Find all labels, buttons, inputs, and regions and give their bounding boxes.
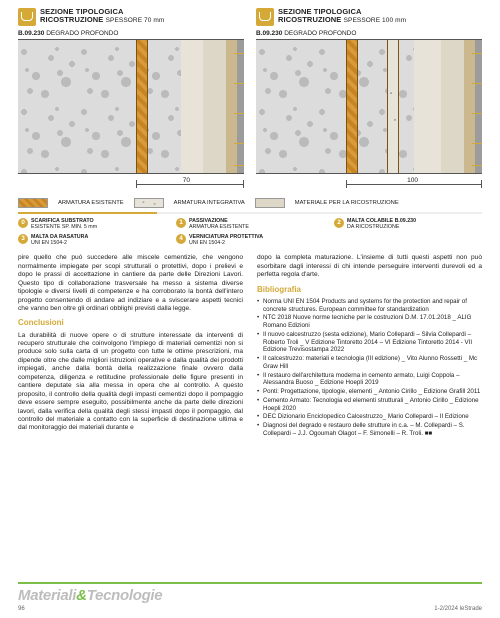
bib-item: Norma UNI EN 1504 Products and systems f… bbox=[257, 298, 482, 314]
bib-item: Cemento Armato: Tecnologia ed elementi s… bbox=[257, 397, 482, 413]
swatch-hatch bbox=[18, 198, 48, 208]
section-icon bbox=[256, 8, 274, 26]
swatch-label: ARMATURA INTEGRATIVA bbox=[174, 200, 245, 206]
dim-right: 100 bbox=[256, 178, 482, 192]
paragraph: dopo la completa maturazione. L'insieme … bbox=[257, 254, 482, 279]
issue-label: 1-2/2024 leStrade bbox=[434, 606, 482, 612]
diagram-title-left: SEZIONE TIPOLOGICA RICOSTRUZIONE SPESSOR… bbox=[40, 8, 164, 25]
title-line2: RICOSTRUZIONE bbox=[40, 15, 103, 24]
heading-bibliografia: Bibliografia bbox=[257, 285, 482, 295]
legend-item: 3 MALTA DA RASATURAUNI EN 1504-2 bbox=[18, 234, 166, 246]
layer-3 bbox=[464, 40, 475, 173]
cross-section-100: 0 1 2 3 4 bbox=[256, 39, 482, 174]
brand-title: Materiali&Tecnologie bbox=[18, 587, 162, 604]
legend-item: 4 VERNICIATURA PROTETTIVAUNI EN 1504-2 bbox=[176, 234, 324, 246]
legend-numbered: 0 SCARIFICA SUBSTRATOESISTENTE SP. MIN. … bbox=[18, 218, 482, 246]
layer-4 bbox=[475, 40, 482, 173]
swatch-label: MATERIALE PER LA RICOSTRUZIONE bbox=[295, 200, 399, 206]
legend-num: 2 bbox=[334, 218, 344, 228]
rebar-existing bbox=[346, 40, 358, 173]
text-col-left: pire quello che può succedere alle misce… bbox=[18, 254, 243, 438]
diagram-title-right: SEZIONE TIPOLOGICA RICOSTRUZIONE SPESSOR… bbox=[278, 8, 406, 25]
diagram-code-left: B.09.230 DEGRADO PROFONDO bbox=[18, 30, 244, 37]
title-line2: RICOSTRUZIONE bbox=[278, 15, 341, 24]
layer-1 bbox=[181, 40, 204, 173]
swatch-label: ARMATURA ESISTENTE bbox=[58, 200, 124, 206]
legend-num: 0 bbox=[18, 218, 28, 228]
heading-conclusioni: Conclusioni bbox=[18, 318, 243, 328]
paragraph: La durabilità di nuove opere o di strutt… bbox=[18, 332, 243, 433]
layer-2 bbox=[441, 40, 464, 173]
swatch-speckle bbox=[134, 198, 164, 208]
bib-item: Il nuovo calcestruzzo (sesta edizione), … bbox=[257, 331, 482, 354]
cross-section-70: 0 1 2 3 4 bbox=[18, 39, 244, 174]
page-footer: Materiali&Tecnologie 96 1-2/2024 leStrad… bbox=[0, 578, 500, 618]
rebar-integrative bbox=[387, 40, 399, 173]
layer-2 bbox=[203, 40, 226, 173]
paragraph: pire quello che può succedere alle misce… bbox=[18, 254, 243, 313]
legend-num: 3 bbox=[18, 234, 28, 244]
diagram-right: SEZIONE TIPOLOGICA RICOSTRUZIONE SPESSOR… bbox=[256, 8, 482, 174]
bib-item: DEC Dizionario Enciclopedico Calcestruzz… bbox=[257, 413, 482, 421]
dim-label-100: 100 bbox=[405, 177, 420, 184]
bib-item: Il calcestruzzo: materiali e tecnologia … bbox=[257, 355, 482, 371]
dim-label-70: 70 bbox=[181, 177, 192, 184]
bib-item: Il restauro dell'architettura moderna in… bbox=[257, 372, 482, 388]
bib-item: Ponti: Progettazione, tipologie, element… bbox=[257, 388, 482, 396]
legend-num: 1 bbox=[176, 218, 186, 228]
page-number: 96 bbox=[18, 606, 25, 612]
legend-swatches: ARMATURA ESISTENTE ARMATURA INTEGRATIVA … bbox=[18, 198, 482, 208]
body-text: pire quello che può succedere alle misce… bbox=[18, 254, 482, 438]
legend-rule bbox=[18, 212, 482, 214]
legend-item: 0 SCARIFICA SUBSTRATOESISTENTE SP. MIN. … bbox=[18, 218, 166, 230]
diagram-left: SEZIONE TIPOLOGICA RICOSTRUZIONE SPESSOR… bbox=[18, 8, 244, 174]
diagram-code-right: B.09.230 DEGRADO PROFONDO bbox=[256, 30, 482, 37]
diagram-row: SEZIONE TIPOLOGICA RICOSTRUZIONE SPESSOR… bbox=[18, 8, 482, 174]
text-col-right: dopo la completa maturazione. L'insieme … bbox=[257, 254, 482, 438]
bibliography-list: Norma UNI EN 1504 Products and systems f… bbox=[257, 298, 482, 438]
section-icon bbox=[18, 8, 36, 26]
rebar-existing bbox=[136, 40, 148, 173]
swatch-plain bbox=[255, 198, 285, 208]
bib-item: Diagnosi del degrado e restauro delle st… bbox=[257, 422, 482, 438]
footer-rule bbox=[18, 582, 482, 584]
layer-4 bbox=[237, 40, 244, 173]
legend-item: 2 MALTA COLABILE B.09.230DA RICOSTRUZION… bbox=[334, 218, 482, 230]
layer-3 bbox=[226, 40, 237, 173]
dimension-row: 70 100 bbox=[18, 178, 482, 192]
thickness-label: SPESSORE 70 mm bbox=[106, 17, 165, 24]
layer-1 bbox=[414, 40, 441, 173]
legend-item: 1 PASSIVAZIONEARMATURA ESISTENTE bbox=[176, 218, 324, 230]
legend-num: 4 bbox=[176, 234, 186, 244]
thickness-label: SPESSORE 100 mm bbox=[344, 17, 407, 24]
bib-item: NTC 2018 Nuove norme tecniche per le cos… bbox=[257, 314, 482, 330]
dim-left: 70 bbox=[18, 178, 244, 192]
